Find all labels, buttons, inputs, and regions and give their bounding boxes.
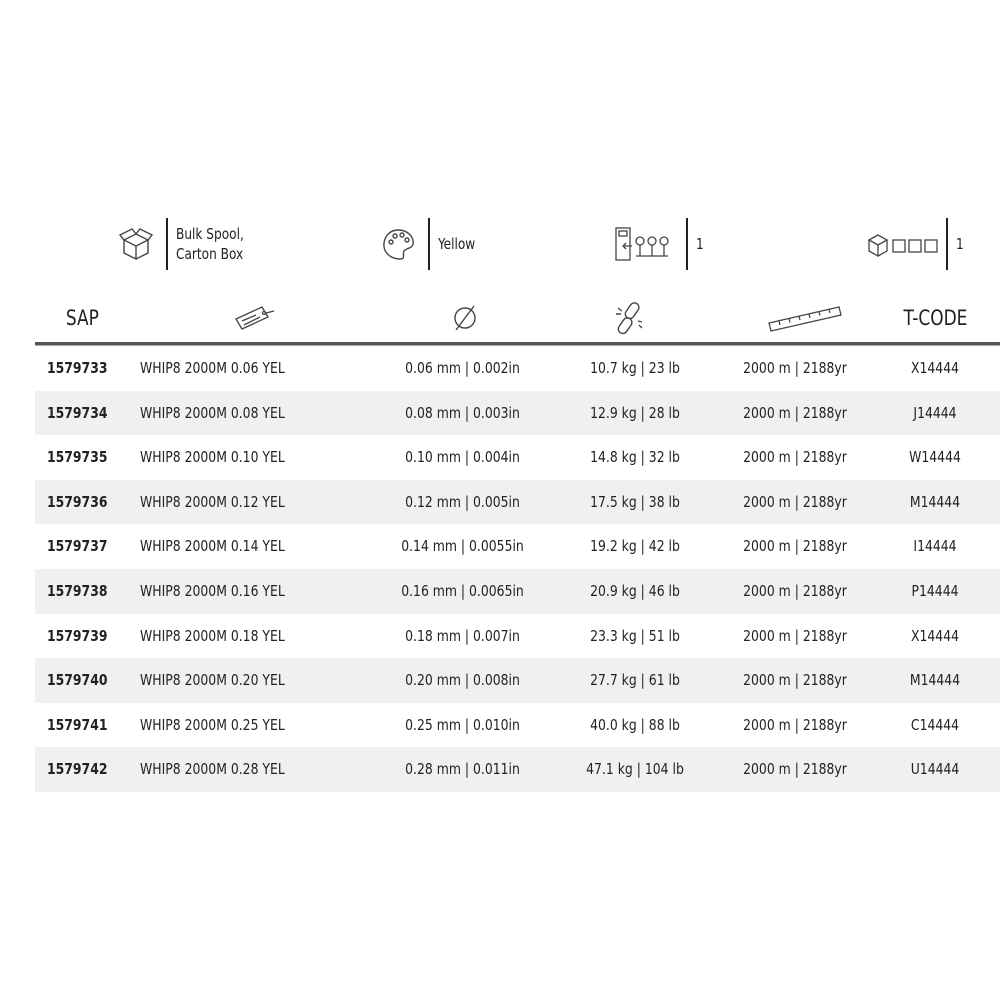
strength-cell: 12.9 kg | 28 lb [590,403,680,422]
t-code-cell: C14444 [910,715,960,734]
name-cell: WHIP8 2000M 0.25 YEL [140,715,285,734]
strength-cell: 40.0 kg | 88 lb [590,715,680,734]
length-cell: 2000 m | 2188yr [743,626,847,645]
sap-cell: 1579738 [47,581,108,600]
table-row: 1579741 WHIP8 2000M 0.25 YEL 0.25 mm | 0.0… [35,703,1000,748]
ruler-icon [755,296,855,340]
name-cell: WHIP8 2000M 0.06 YEL [140,359,285,377]
strength-cell: 20.9 kg | 46 lb [590,581,680,600]
name-cell: WHIP8 2000M 0.08 YEL [140,403,285,422]
t-code-cell: X14444 [910,359,959,377]
display-info: 1 [610,216,705,272]
strength-cell: 27.7 kg | 61 lb [590,671,680,690]
sap-cell: 1579734 [47,403,108,422]
t-code-cell: X14444 [910,626,959,645]
header-t-code: T-CODE [903,306,967,330]
table-row: 1579735 WHIP8 2000M 0.10 YEL 0.10 mm | 0.0… [35,435,1000,480]
sap-cell: 1579741 [47,715,108,734]
sap-cell: 1579742 [47,760,108,779]
sap-cell: 1579739 [47,626,108,645]
diameter-cell: 0.10 mm | 0.004in [405,448,520,467]
length-cell: 2000 m | 2188yr [743,448,847,467]
name-cell: WHIP8 2000M 0.18 YEL [140,626,285,645]
price-tag-icon [225,296,285,340]
divider [686,218,688,270]
length-cell: 2000 m | 2188yr [743,581,847,600]
diameter-cell: 0.14 mm | 0.0055in [401,537,524,556]
t-code-cell: M14444 [909,492,961,511]
length-cell: 2000 m | 2188yr [743,760,847,779]
t-code-cell: U14444 [910,760,960,779]
box-units-icon [862,224,940,264]
length-cell: 2000 m | 2188yr [743,492,847,511]
sap-cell: 1579733 [47,359,108,377]
diameter-cell: 0.08 mm | 0.003in [405,403,520,422]
packaging-info: Bulk Spool, Carton Box [112,216,251,272]
sap-cell: 1579737 [47,537,108,556]
display-count: 1 [696,235,704,253]
table-row: 1579734 WHIP8 2000M 0.08 YEL 0.08 mm | 0.0… [35,390,1000,436]
name-cell: WHIP8 2000M 0.12 YEL [140,492,285,511]
table-row: 1579740 WHIP8 2000M 0.20 YEL 0.20 mm | 0.0… [35,658,1000,703]
color-palette-icon [374,224,422,264]
table-row: 1579739 WHIP8 2000M 0.18 YEL 0.18 mm | 0.0… [35,614,1000,659]
table-row: 1579742 WHIP8 2000M 0.28 YEL 0.28 mm | 0.0… [35,747,1000,792]
box-count: 1 [956,235,964,253]
diameter-cell: 0.06 mm | 0.002in [405,359,520,377]
header-sap: SAP [65,306,99,330]
t-code-cell: W14444 [909,448,961,467]
t-code-cell: J14444 [913,403,957,422]
sap-cell: 1579740 [47,671,108,690]
strength-cell: 19.2 kg | 42 lb [590,537,680,556]
packaging-line-2: Carton Box [176,245,244,263]
diameter-cell: 0.20 mm | 0.008in [405,671,520,690]
box-info: 1 [862,216,965,272]
length-cell: 2000 m | 2188yr [743,715,847,734]
name-cell: WHIP8 2000M 0.14 YEL [140,537,285,556]
divider [946,218,948,270]
broken-chain-icon [600,296,660,340]
sap-cell: 1579735 [47,448,108,467]
diameter-cell: 0.12 mm | 0.005in [405,492,520,511]
diameter-cell: 0.18 mm | 0.007in [405,626,520,645]
sap-cell: 1579736 [47,492,108,511]
diameter-cell: 0.28 mm | 0.011in [405,760,520,779]
color-info: Yellow [374,216,479,272]
table-header: SAP T-CODE [35,296,1000,340]
table-row: 1579737 WHIP8 2000M 0.14 YEL 0.14 mm | 0.0… [35,524,1000,569]
t-code-cell: P14444 [911,581,959,600]
strength-cell: 23.3 kg | 51 lb [590,626,680,645]
table-row: 1579733 WHIP8 2000M 0.06 YEL 0.06 mm | 0.0… [35,346,1000,391]
diameter-cell: 0.16 mm | 0.0065in [401,581,524,600]
color-value: Yellow [438,235,476,253]
strength-cell: 10.7 kg | 23 lb [590,359,680,377]
t-code-cell: I14444 [913,537,957,556]
divider [166,218,168,270]
name-cell: WHIP8 2000M 0.20 YEL [140,671,285,690]
length-cell: 2000 m | 2188yr [743,403,847,422]
table-row: 1579738 WHIP8 2000M 0.16 YEL 0.16 mm | 0.0… [35,568,1000,614]
strength-cell: 14.8 kg | 32 lb [590,448,680,467]
diameter-icon [435,296,495,340]
product-table: 1579733 WHIP8 2000M 0.06 YEL 0.06 mm | 0.0… [35,346,1000,792]
t-code-cell: M14444 [909,671,961,690]
display-stand-icon [610,224,680,264]
name-cell: WHIP8 2000M 0.28 YEL [140,760,285,779]
length-cell: 2000 m | 2188yr [743,671,847,690]
divider [428,218,430,270]
packaging-line-1: Bulk Spool, [176,225,244,243]
name-cell: WHIP8 2000M 0.10 YEL [140,448,285,467]
name-cell: WHIP8 2000M 0.16 YEL [140,581,285,600]
diameter-cell: 0.25 mm | 0.010in [405,715,520,734]
length-cell: 2000 m | 2188yr [743,537,847,556]
table-row: 1579736 WHIP8 2000M 0.12 YEL 0.12 mm | 0.0… [35,479,1000,525]
strength-cell: 47.1 kg | 104 lb [586,760,684,779]
header-divider [35,342,1000,346]
open-box-icon [112,224,160,264]
strength-cell: 17.5 kg | 38 lb [590,492,680,511]
length-cell: 2000 m | 2188yr [743,359,847,377]
